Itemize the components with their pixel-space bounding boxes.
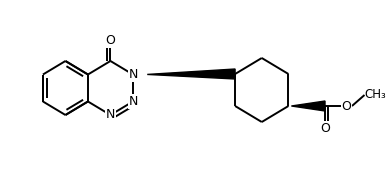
Polygon shape bbox=[147, 69, 235, 79]
Text: N: N bbox=[128, 68, 138, 81]
Text: O: O bbox=[106, 35, 115, 48]
Text: O: O bbox=[341, 100, 351, 112]
Polygon shape bbox=[291, 101, 325, 111]
Text: N: N bbox=[106, 109, 115, 122]
Text: O: O bbox=[320, 122, 330, 135]
Text: CH₃: CH₃ bbox=[364, 88, 386, 101]
Text: N: N bbox=[128, 95, 138, 108]
